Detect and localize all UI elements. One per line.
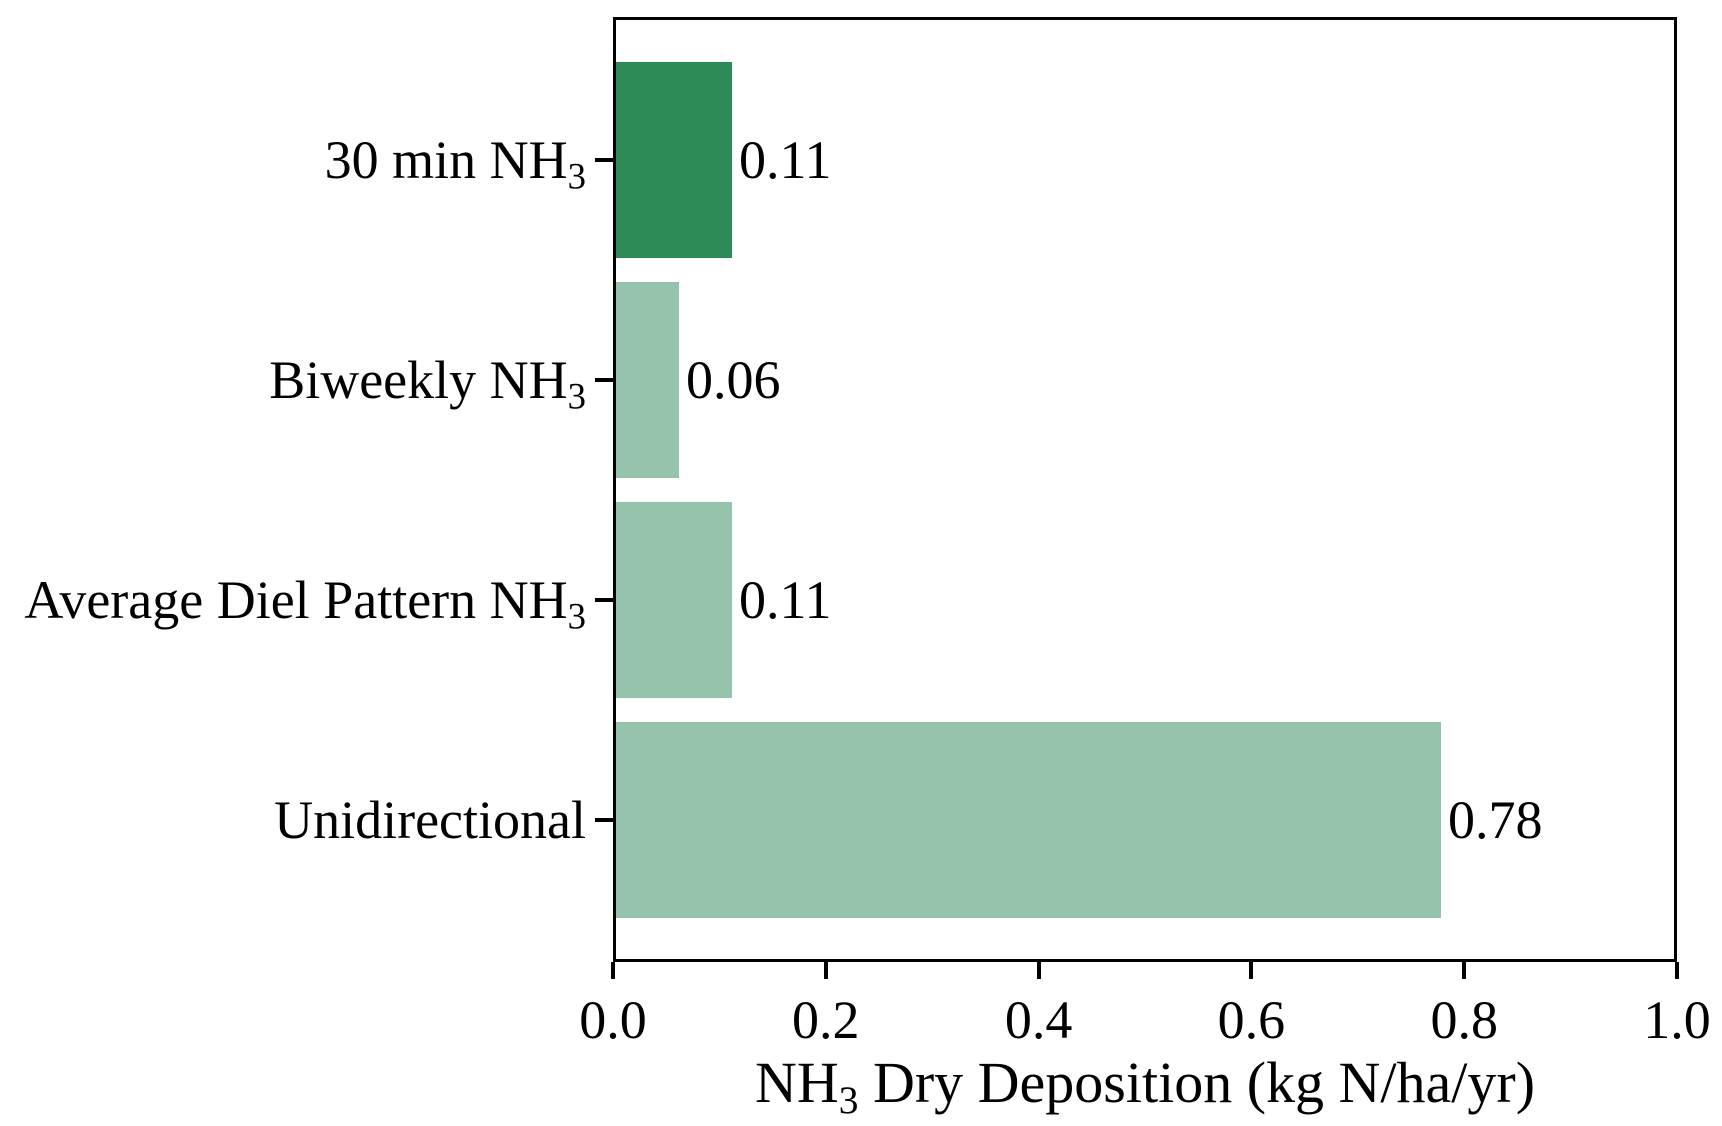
bar	[616, 502, 732, 698]
x-axis-label-subscript: 3	[838, 1078, 859, 1123]
x-axis-label: NH3 Dry Deposition (kg N/ha/yr)	[613, 1054, 1677, 1120]
x-tick-label: 0.0	[579, 990, 647, 1050]
x-tick	[823, 962, 828, 979]
category-label-text: Unidirectional	[274, 790, 586, 850]
category-label: 30 min NH3	[0, 130, 586, 194]
category-label: Average Diel Pattern NH3	[0, 570, 586, 634]
bar-value-label: 0.06	[686, 350, 781, 410]
category-label-subscript: 3	[567, 155, 586, 197]
bar	[616, 282, 679, 478]
x-tick	[1036, 962, 1041, 979]
bar	[616, 62, 732, 258]
category-label-subscript: 3	[567, 595, 586, 637]
y-tick	[595, 818, 613, 822]
x-axis-label-text: NH	[754, 1050, 839, 1115]
x-tick-label: 0.2	[792, 990, 860, 1050]
y-tick	[595, 378, 613, 382]
x-tick-label: 0.4	[1004, 990, 1073, 1050]
category-label-text: 30 min NH	[324, 130, 568, 190]
category-label-text: Average Diel Pattern NH	[24, 570, 568, 630]
x-tick-label: 1.0	[1643, 990, 1711, 1050]
category-label-subscript: 3	[567, 375, 586, 417]
bar-value-label: 0.11	[739, 570, 832, 630]
x-tick	[1675, 962, 1679, 979]
x-axis-label-text: Dry Deposition (kg N/ha/yr)	[858, 1050, 1536, 1115]
x-tick	[1249, 962, 1254, 979]
bar-value-label: 0.11	[739, 130, 832, 190]
x-tick	[611, 962, 615, 979]
x-tick-label: 0.6	[1217, 990, 1286, 1050]
y-tick	[595, 158, 613, 162]
category-label: Unidirectional	[0, 793, 586, 847]
y-tick	[595, 598, 613, 602]
x-tick	[1462, 962, 1467, 979]
category-label-text: Biweekly NH	[269, 350, 568, 410]
bar-value-label: 0.78	[1448, 790, 1543, 850]
bar	[616, 722, 1441, 918]
category-label: Biweekly NH3	[0, 350, 586, 414]
x-tick-label: 0.8	[1430, 990, 1498, 1050]
